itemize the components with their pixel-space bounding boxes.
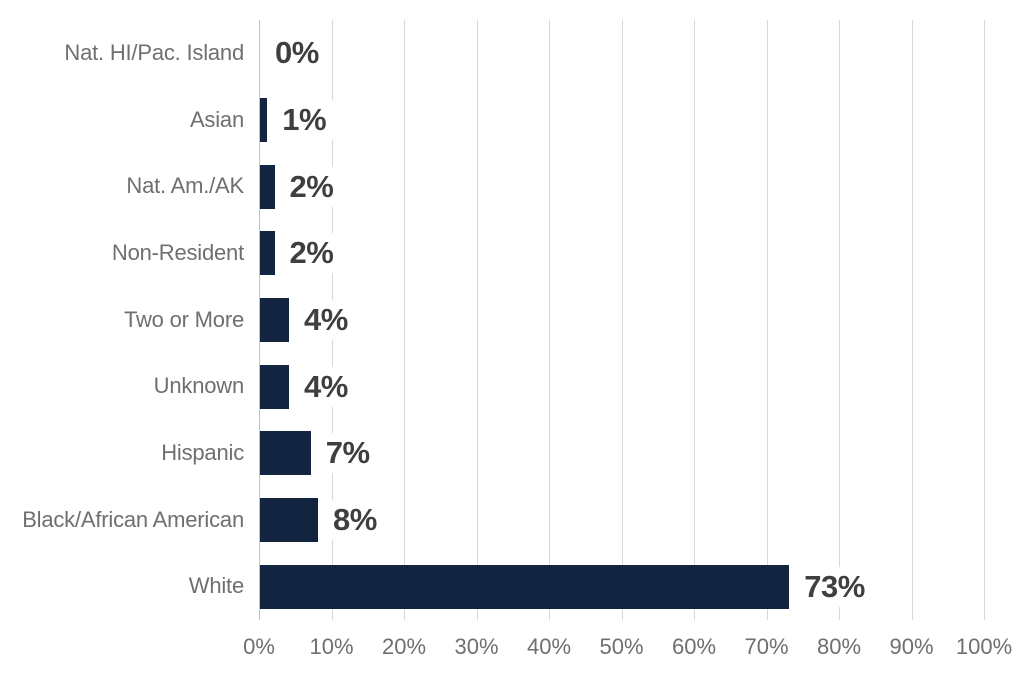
x-axis-tick-label: 100% bbox=[955, 634, 1013, 659]
x-axis-tick-label: 30% bbox=[454, 634, 499, 659]
gridline bbox=[984, 20, 985, 620]
category-label: Two or More bbox=[123, 306, 244, 332]
x-axis-tick-label: 60% bbox=[671, 634, 717, 659]
value-label: 8% bbox=[326, 500, 384, 540]
gridline bbox=[911, 20, 913, 620]
gridline bbox=[839, 20, 840, 620]
gridline bbox=[549, 20, 550, 620]
bar bbox=[260, 364, 289, 409]
bar bbox=[260, 98, 268, 142]
value-label: 2% bbox=[282, 166, 341, 207]
category-label: Nat. Am./AK bbox=[126, 173, 244, 199]
bar bbox=[260, 564, 790, 609]
gridline bbox=[621, 20, 623, 620]
x-axis-tick-label: 10% bbox=[309, 634, 354, 659]
category-label: Nat. HI/Pac. Island bbox=[64, 40, 244, 65]
value-label: 4% bbox=[297, 366, 355, 407]
category-label: Hispanic bbox=[161, 440, 244, 465]
x-axis-tick-label: 70% bbox=[744, 634, 789, 659]
value-label: 1% bbox=[275, 100, 334, 140]
bar bbox=[260, 431, 311, 476]
y-axis-line bbox=[259, 20, 260, 620]
value-label: 4% bbox=[297, 300, 355, 340]
value-label: 7% bbox=[318, 433, 377, 474]
x-axis-tick-label: 0% bbox=[243, 634, 275, 659]
gridline bbox=[404, 20, 405, 620]
value-label: 0% bbox=[268, 33, 326, 74]
x-axis-tick-label: 80% bbox=[816, 634, 862, 659]
bar bbox=[260, 231, 275, 276]
gridline bbox=[476, 20, 478, 620]
gridline bbox=[694, 20, 695, 620]
value-label: 73% bbox=[797, 566, 872, 607]
bar bbox=[260, 298, 289, 342]
bar bbox=[260, 498, 318, 542]
category-label: Asian bbox=[189, 106, 244, 132]
bar bbox=[260, 164, 275, 209]
x-axis-tick-label: 20% bbox=[381, 634, 427, 659]
x-axis-tick-label: 90% bbox=[889, 634, 934, 659]
gridline bbox=[766, 20, 768, 620]
category-label: Black/African American bbox=[22, 506, 244, 532]
x-axis-tick-label: 40% bbox=[526, 634, 572, 659]
value-label: 2% bbox=[282, 233, 341, 274]
category-label: White bbox=[188, 573, 244, 599]
category-label: Unknown bbox=[153, 373, 245, 399]
x-axis-tick-label: 50% bbox=[599, 634, 644, 659]
category-label: Non-Resident bbox=[111, 240, 244, 265]
